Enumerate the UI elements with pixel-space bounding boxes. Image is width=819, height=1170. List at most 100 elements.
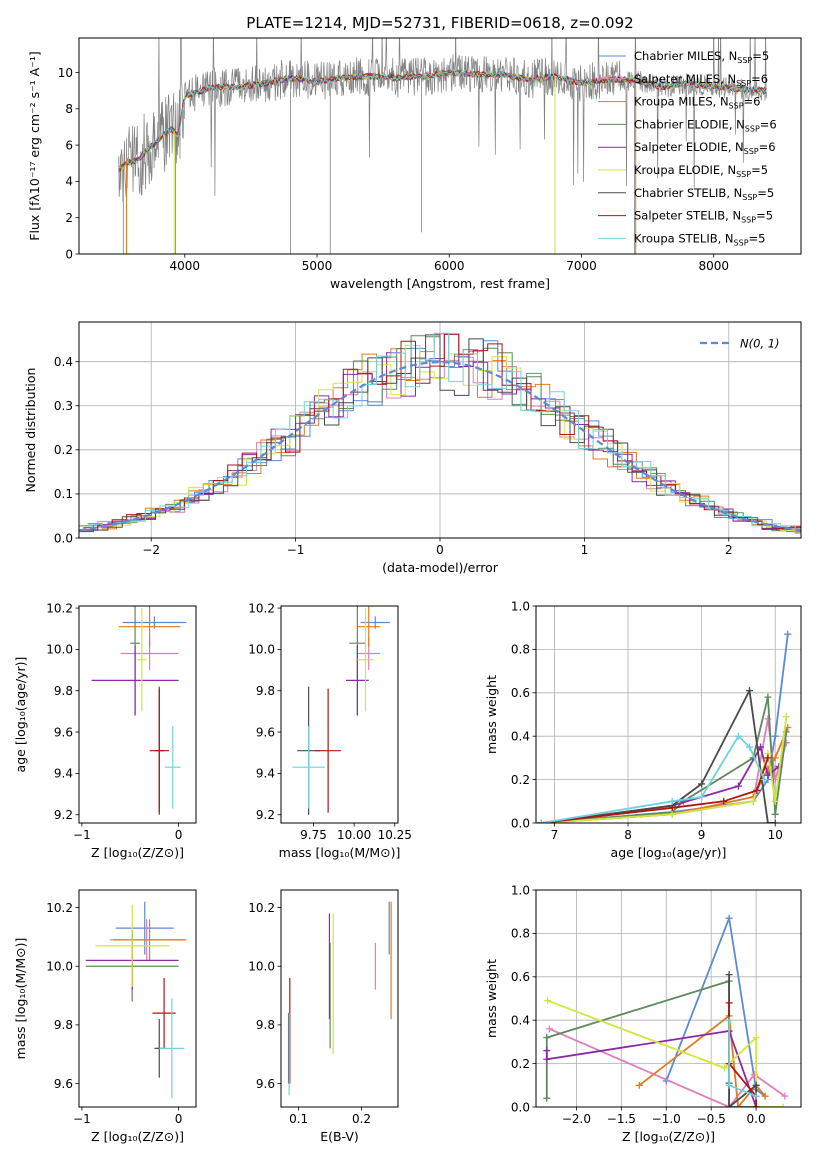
legend-subscript: SSP	[742, 193, 757, 202]
weight_vs_age-series-salpeter-miles-marker	[764, 715, 772, 723]
weight_vs_age-series-salpeter-stelib-marker	[668, 804, 676, 812]
weight_vs_age-series-chabrier-miles-marker	[784, 630, 792, 638]
weight_vs_age-series-kroupa-elodie-marker	[771, 797, 779, 805]
weight_vs_Z-series-kroupa-stelib-marker	[725, 1081, 733, 1089]
mass_vs_Z-frame	[78, 889, 197, 1108]
weight_vs_age-ylabel: mass weight	[484, 675, 499, 754]
weight_vs_age-series-kroupa-elodie-marker	[749, 797, 757, 805]
age_vs_mass-ytick-label: 9.8	[256, 684, 275, 698]
mass_vs_Z-point-chabrier-miles	[115, 901, 174, 955]
age_vs_Z-ytick-label: 10.2	[46, 601, 73, 615]
age_vs_mass-point-kroupa-stelib	[292, 725, 325, 809]
residuals-hist-chabrier-stelib	[79, 334, 801, 535]
residuals-xtick-label: −1	[287, 543, 305, 557]
spectrum-legend-entry: Chabrier ELODIE, NSSP=6	[634, 117, 777, 133]
age_vs_Z-point-kroupa-stelib	[165, 725, 181, 809]
residuals-normal-curve	[79, 360, 801, 532]
age_vs_Z-ytick-label: 9.2	[54, 808, 73, 822]
legend-subscript: SSP	[741, 216, 756, 225]
legend-label: Chabrier MILES, N	[634, 49, 737, 63]
mass_vs_ebv-xtick-label: 0.1	[289, 1112, 308, 1126]
weight_vs_Z-series-chabrier-miles-marker	[725, 914, 733, 922]
spectrum-legend-entry: Chabrier MILES, NSSP=5	[634, 49, 769, 65]
weight_vs_Z-series-kroupa-elodie-marker	[721, 1064, 729, 1072]
weight_vs_age-series-salpeter-elodie-line	[541, 744, 780, 823]
weight_vs_age-plot-area	[537, 630, 792, 823]
spectrum-legend-entry: Kroupa ELODIE, NSSP=5	[634, 163, 768, 179]
spectrum-ytick-label: 6	[65, 138, 73, 152]
residuals-legend-label: N(0, 1)	[740, 337, 780, 351]
weight_vs_age-xtick-label: 9	[698, 828, 706, 842]
age_vs_Z-ylabel: age [log₁₀(age/yr)]	[13, 657, 28, 773]
weight_vs_Z-series-salpeter-stelib-marker	[752, 1103, 760, 1107]
weight_vs_Z-series-chabrier-miles-line	[665, 914, 766, 1097]
spectrum-ytick-label: 4	[65, 175, 73, 189]
weight_vs_Z-ytick-label: 1.0	[511, 883, 530, 897]
weight_vs_age-series-kroupa-miles-marker	[771, 754, 779, 762]
weight_vs_age-series-chabrier-stelib-marker	[745, 687, 753, 695]
age_vs_mass-ytick-label: 9.6	[256, 725, 275, 739]
age_vs_mass-plot-area	[292, 606, 390, 815]
legend-tail: =5	[751, 163, 768, 177]
residuals-xtick-label: 2	[725, 543, 733, 557]
age_vs_mass-xtick-label: 10.00	[337, 828, 371, 842]
spectrum-ylabel: Flux [fλ10⁻¹⁷ erg cm⁻² s⁻¹ A⁻¹]	[27, 51, 42, 240]
spectrum-xtick-label: 4000	[170, 259, 201, 273]
weight_vs_Z-xtick-label: −1.5	[607, 1112, 636, 1126]
mass_vs_ebv-ytick-label: 9.6	[256, 1077, 275, 1091]
mass_vs_Z-point-kroupa-miles	[112, 919, 187, 961]
legend-subscript: SSP	[744, 147, 759, 156]
spectrum-ytick-label: 2	[65, 211, 73, 225]
spectrum-frame	[78, 37, 802, 255]
weight_vs_age-series-chabrier-stelib-marker	[771, 819, 779, 823]
weight_vs_Z-series-kroupa-miles-marker	[734, 1103, 742, 1107]
weight_vs_age-series-salpeter-stelib-marker	[753, 786, 761, 794]
weight_vs_age-series-chabrier-stelib-marker	[764, 819, 772, 823]
spectrum-ytick-label: 0	[65, 247, 73, 261]
weight_vs_age-series-chabrier-stelib-marker	[698, 780, 706, 788]
weight_vs_Z-series-chabrier-elodie-line	[545, 979, 757, 1107]
mass_vs_Z-plot-area	[85, 901, 187, 1099]
spectrum-ytick-label: 10	[58, 66, 73, 80]
age_vs_mass-frame	[280, 605, 399, 824]
legend-tail: =5	[756, 209, 773, 223]
legend-label: Salpeter STELIB, N	[634, 209, 741, 223]
weight_vs_age-series-kroupa-elodie-marker	[668, 810, 676, 818]
residuals-frame	[78, 321, 802, 539]
spectrum-model-kroupa-stelib	[118, 69, 767, 170]
weight_vs_Z-series-kroupa-elodie-marker	[544, 997, 552, 1005]
residuals-hist-chabrier-miles	[79, 340, 801, 533]
legend-subscript: SSP	[737, 56, 752, 65]
weight_vs_age-series-chabrier-miles-marker	[771, 732, 779, 740]
spectrum-xtick-label: 5000	[302, 259, 333, 273]
mass_vs_Z-point-kroupa-stelib	[159, 998, 185, 1099]
weight_vs_age-series-kroupa-stelib-marker	[760, 776, 768, 784]
mass_vs_ebv-ytick-label: 10.2	[248, 901, 275, 915]
mass_vs_ebv-ytick-label: 10.0	[248, 960, 275, 974]
legend-label: Chabrier ELODIE, N	[634, 117, 745, 131]
legend-tail: =5	[752, 49, 769, 63]
weight_vs_age-series-chabrier-elodie-marker	[764, 693, 772, 701]
weight_vs_Z-xtick-label: −2.0	[562, 1112, 591, 1126]
age_vs_Z-ytick-label: 9.4	[54, 767, 73, 781]
age_vs_mass-ytick-label: 9.2	[256, 808, 275, 822]
weight_vs_Z-series-kroupa-elodie-marker	[779, 1103, 787, 1107]
legend-subscript: SSP	[734, 238, 749, 247]
legend-tail: =6	[744, 95, 761, 109]
residuals-ytick-label: 0.0	[54, 531, 73, 545]
age_vs_mass-ytick-label: 10.2	[248, 601, 275, 615]
weight_vs_age-series-chabrier-elodie-line	[541, 696, 788, 823]
weight_vs_age-series-salpeter-stelib-marker	[764, 754, 772, 762]
residuals-ytick-label: 0.4	[54, 355, 73, 369]
weight_vs_age-xtick-label: 8	[624, 828, 632, 842]
age_vs_Z-xlabel: Z [log₁₀(Z/Z⊙)]	[91, 845, 184, 860]
weight_vs_Z-series-kroupa-miles-marker	[635, 1081, 643, 1089]
weight_vs_Z-series-salpeter-elodie-marker	[543, 1055, 551, 1063]
weight_vs_age-series-salpeter-elodie-marker	[734, 782, 742, 790]
mass_vs_ebv-xlabel: E(B-V)	[320, 1129, 359, 1144]
weight_vs_Z-plot-area	[543, 914, 789, 1107]
residuals-xlabel: (data-model)/error	[382, 560, 499, 575]
weight_vs_Z-series-kroupa-miles-marker	[761, 1092, 769, 1100]
weight_vs_Z-xtick-label: −1.0	[652, 1112, 681, 1126]
